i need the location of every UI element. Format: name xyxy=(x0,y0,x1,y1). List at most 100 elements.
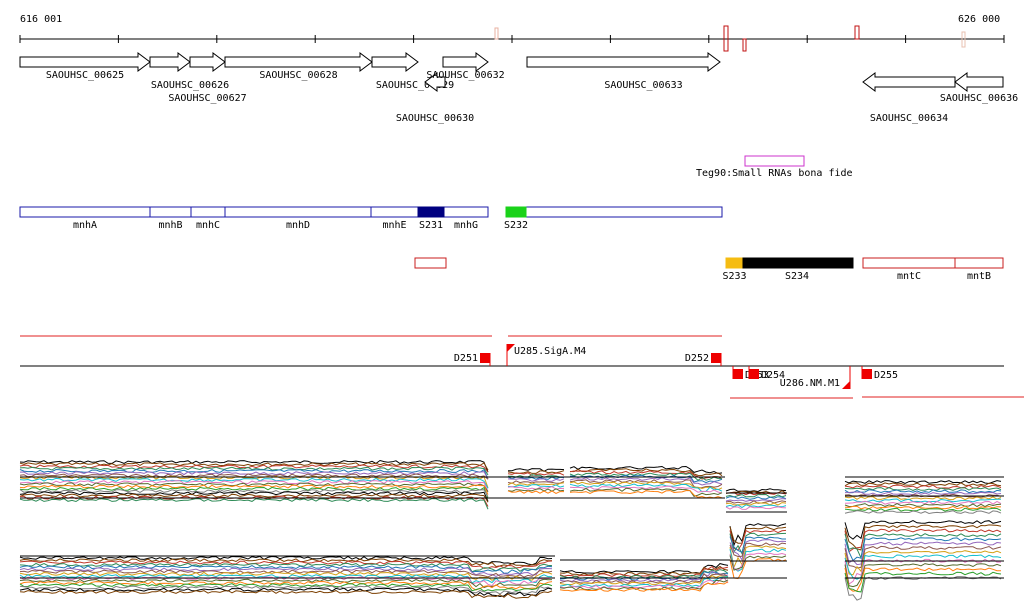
expression-trace xyxy=(844,528,1002,553)
expression-trace xyxy=(507,490,564,494)
expression-trace xyxy=(844,524,1002,551)
expression-trace xyxy=(569,476,723,486)
expression-trace xyxy=(569,468,723,477)
operon-label: mnhA xyxy=(73,220,97,231)
gene-arrow[interactable] xyxy=(954,72,1004,92)
segment-block[interactable] xyxy=(725,257,744,269)
expression-trace xyxy=(507,484,565,488)
expression-trace xyxy=(844,491,1002,496)
gene-arrow[interactable] xyxy=(424,72,446,92)
promoter-marker[interactable] xyxy=(842,381,850,389)
ruler-ticks xyxy=(19,35,1005,43)
expression-trace xyxy=(729,523,787,547)
segment-block[interactable] xyxy=(742,257,854,269)
operon-block[interactable] xyxy=(19,206,151,218)
terminator-marker[interactable] xyxy=(733,369,743,379)
operon-block[interactable] xyxy=(443,206,489,218)
marker-label: U286.NM.M1 xyxy=(780,378,840,389)
segment-block[interactable] xyxy=(417,206,445,218)
expression-trace xyxy=(844,507,1002,512)
operon-block[interactable] xyxy=(370,206,419,218)
expression-trace xyxy=(729,548,787,572)
ruler-start-label: 616 001 xyxy=(20,14,62,25)
expression-trace xyxy=(559,570,729,583)
expression-trace xyxy=(559,576,729,589)
expression-trace xyxy=(844,563,1002,588)
terminator-marker[interactable] xyxy=(480,353,490,363)
expression-trace xyxy=(844,545,1002,569)
expression-trace xyxy=(569,490,723,499)
ruler-annotation-mark xyxy=(854,25,860,40)
gene-arrow[interactable] xyxy=(19,52,151,72)
operon-block[interactable] xyxy=(525,206,723,218)
expression-trace xyxy=(729,557,787,580)
expression-trace xyxy=(559,579,729,591)
expression-trace xyxy=(729,532,787,556)
marker-label: D252 xyxy=(685,353,709,364)
expression-trace xyxy=(844,498,1001,503)
terminator-marker[interactable] xyxy=(711,353,721,363)
gene-label: SAOUHSC_00633 xyxy=(604,80,682,91)
expression-trace xyxy=(19,567,553,577)
expression-trace xyxy=(844,520,1002,540)
coordinate-ruler: 616 001 626 000 xyxy=(19,14,1005,52)
gene-label: SAOUHSC_00636 xyxy=(940,93,1018,104)
gene-arrow[interactable] xyxy=(149,52,191,72)
terminator-marker[interactable] xyxy=(749,369,759,379)
annotation-block[interactable] xyxy=(414,257,447,269)
expression-trace xyxy=(844,487,1002,491)
expression-trace xyxy=(19,580,553,591)
promoter-marker[interactable] xyxy=(507,344,515,352)
gene-arrow[interactable] xyxy=(189,52,226,72)
expression-trace xyxy=(559,565,729,578)
annotation-block[interactable] xyxy=(954,257,1004,269)
expression-trace xyxy=(19,555,553,566)
expression-trace xyxy=(508,468,565,472)
expression-trace xyxy=(19,466,489,476)
expression-trace xyxy=(19,562,553,573)
expression-trace xyxy=(844,482,1002,487)
expression-trace xyxy=(19,484,489,495)
expression-trace xyxy=(559,575,729,586)
gene-label: SAOUHSC_00626 xyxy=(151,80,229,91)
annotation-block[interactable] xyxy=(862,257,956,269)
gene-arrow[interactable] xyxy=(371,52,419,72)
markers: D251U285.SigA.M4D252D253D254U286.NM.M1D2… xyxy=(454,344,898,389)
expression-trace xyxy=(19,464,489,473)
expression-trace xyxy=(507,478,565,482)
ruler-annotation-mark xyxy=(742,38,747,52)
gene-arrow[interactable] xyxy=(224,52,373,72)
expression-trace xyxy=(844,500,1002,505)
expression-trace xyxy=(19,486,489,499)
expression-trace xyxy=(844,567,1001,592)
expression-trace xyxy=(725,502,787,506)
operon-block[interactable] xyxy=(190,206,226,218)
expression-trace xyxy=(725,488,787,493)
expression-trace xyxy=(507,472,565,476)
operon-block[interactable] xyxy=(149,206,192,218)
small-rna-box[interactable] xyxy=(744,155,805,167)
expression-trace xyxy=(729,555,787,571)
expression-trace xyxy=(844,537,1002,562)
gene-label: SAOUHSC_00630 xyxy=(396,113,474,124)
expression-trace xyxy=(19,459,489,473)
expression-trace xyxy=(725,506,787,510)
expression-trace xyxy=(844,550,1002,576)
operon-block[interactable] xyxy=(224,206,372,218)
gene-arrow[interactable] xyxy=(526,52,721,72)
expression-trace xyxy=(844,533,1002,560)
terminator-marker[interactable] xyxy=(862,369,872,379)
expression-trace xyxy=(19,578,553,589)
marker-label: D251 xyxy=(454,353,478,364)
expression-trace xyxy=(507,488,565,492)
segment-block[interactable] xyxy=(505,206,527,218)
gene-arrow[interactable] xyxy=(862,72,956,92)
expression-trace xyxy=(19,480,489,492)
expression-trace xyxy=(844,558,1001,585)
expression-trace xyxy=(19,574,552,584)
gene-label: SAOUHSC_00632 xyxy=(426,70,504,81)
gene-arrow[interactable] xyxy=(442,52,489,72)
gene-label: SAOUHSC_00629 xyxy=(376,80,454,91)
expression-trace xyxy=(844,496,1002,501)
